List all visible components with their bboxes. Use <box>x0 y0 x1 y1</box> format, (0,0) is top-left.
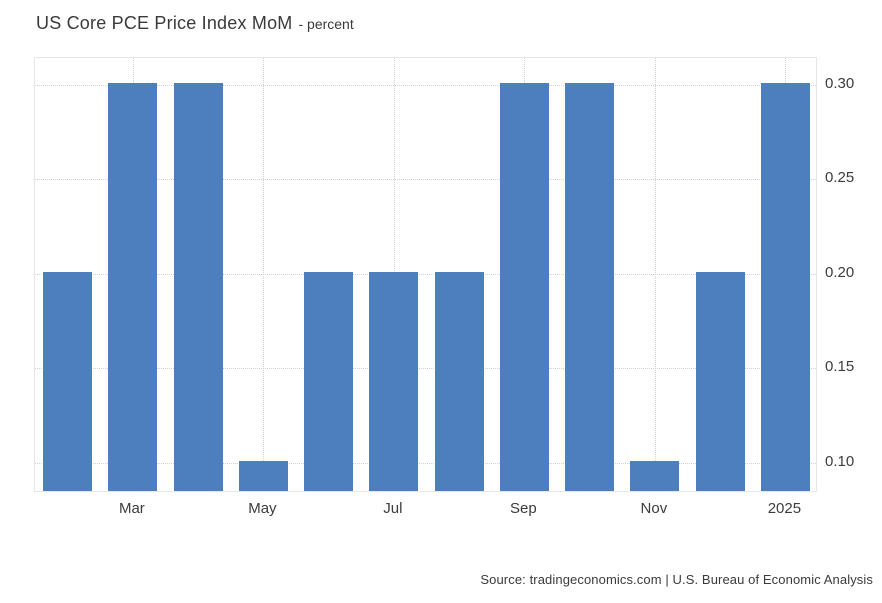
y-tick-label: 0.25 <box>825 169 855 186</box>
y-tick-label: 0.20 <box>825 263 855 281</box>
bar[interactable] <box>304 271 354 491</box>
h-gridline <box>35 273 816 275</box>
h-gridline <box>35 179 816 180</box>
bar[interactable] <box>565 82 615 491</box>
h-gridline <box>35 462 816 464</box>
bar[interactable] <box>238 460 288 491</box>
bar[interactable] <box>43 271 93 491</box>
y-tick-label: 0.10 <box>825 452 855 470</box>
y-tick-label: 0.15 <box>825 358 855 376</box>
x-tick-label: Jul <box>383 500 403 517</box>
chart-title: US Core PCE Price Index MoM <box>36 13 293 33</box>
bar[interactable] <box>760 82 810 491</box>
x-tick-label: Sep <box>510 500 537 517</box>
h-gridline <box>35 368 816 370</box>
x-tick-label: Nov <box>640 500 668 517</box>
chart-title-row: US Core PCE Price Index MoM - percent <box>36 13 354 34</box>
y-tick-label: 0.30 <box>825 74 855 92</box>
v-gridline <box>263 58 265 491</box>
h-gridline <box>35 84 816 86</box>
v-gridline <box>654 58 656 491</box>
x-axis-labels: Mar May Jul Sep Nov 2025 <box>34 499 817 521</box>
x-tick-label: 2025 <box>767 500 802 517</box>
chart-subtitle: - percent <box>298 16 354 32</box>
bar[interactable] <box>695 271 745 491</box>
bar[interactable] <box>434 271 484 491</box>
y-axis-labels: 0.30 0.25 0.20 0.15 0.10 <box>825 57 882 492</box>
source-attribution: Source: tradingeconomics.com | U.S. Bure… <box>480 572 873 587</box>
bar[interactable] <box>630 460 680 491</box>
bar[interactable] <box>499 82 549 491</box>
x-tick-label: Mar <box>118 500 145 517</box>
bars-layer <box>35 58 816 491</box>
bar[interactable] <box>369 271 419 491</box>
bar[interactable] <box>173 82 223 491</box>
bar[interactable] <box>108 82 158 491</box>
x-tick-label: May <box>248 500 277 517</box>
plot-area <box>34 57 817 492</box>
